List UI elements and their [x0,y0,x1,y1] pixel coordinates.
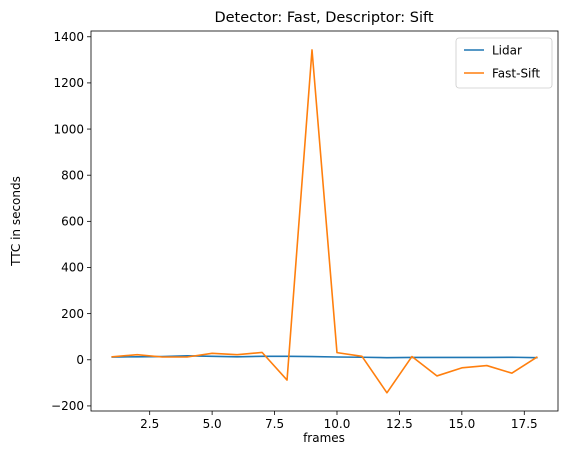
y-tick-label: 600 [61,215,84,229]
x-tick-label: 12.5 [386,417,413,431]
x-tick-label: 5.0 [203,417,222,431]
x-axis-ticks: 2.5 5.0 7.5 10.0 12.5 15.0 17.5 [140,411,538,431]
series-line-lidar [111,355,538,359]
x-tick-label: 7.5 [265,417,284,431]
y-tick-label: 200 [61,307,84,321]
x-tick-label: 10.0 [324,417,351,431]
chart-title: Detector: Fast, Descriptor: Sift [214,10,433,26]
series-lines [111,49,538,394]
y-tick-label: 1200 [53,76,84,90]
y-tick-label: 400 [61,261,84,275]
plot-area-frame [90,30,559,412]
series-line-fast-sift [111,49,538,394]
y-tick-label: 800 [61,168,84,182]
legend-label-lidar: Lidar [492,44,522,58]
x-tick-label: 15.0 [448,417,475,431]
x-tick-label: 2.5 [140,417,159,431]
x-tick-label: 17.5 [511,417,538,431]
y-tick-label: 1400 [53,30,84,44]
y-axis-label: TTC in seconds [9,176,23,267]
y-tick-label: 1000 [53,122,84,136]
y-tick-label: −200 [51,399,84,413]
x-axis-label: frames [303,431,345,445]
y-tick-label: 0 [76,353,84,367]
y-axis-ticks: −200 0 200 400 600 800 1000 1200 1400 [51,30,91,413]
legend: Lidar Fast-Sift [455,37,553,89]
legend-label-fast-sift: Fast-Sift [492,67,540,81]
